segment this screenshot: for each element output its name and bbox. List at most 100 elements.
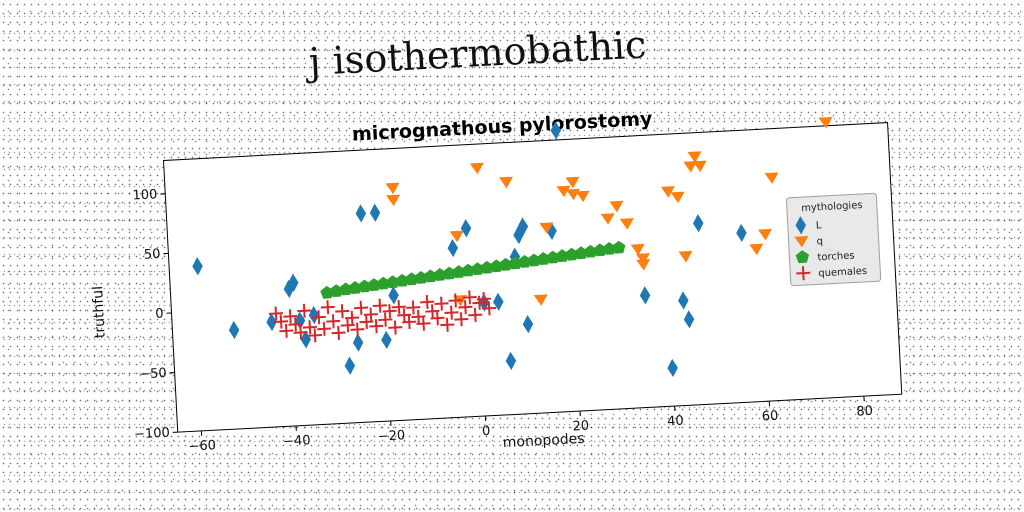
point-quemales — [378, 312, 393, 327]
point-quemales — [416, 316, 431, 331]
point-quemales-v — [425, 294, 429, 310]
point-quemales-v — [468, 290, 471, 305]
point-quemales-v — [459, 312, 463, 327]
point-quemales-v — [393, 320, 397, 335]
point-quemales-v — [322, 321, 326, 336]
point-quemales — [482, 301, 497, 316]
point-quemales — [388, 320, 403, 335]
point-quemales — [476, 291, 491, 307]
point-q — [749, 243, 764, 256]
point-quemales-v — [436, 311, 439, 326]
point-quemales-v — [407, 314, 411, 330]
point-quemales-v — [487, 301, 491, 316]
x-tick-label: −40 — [283, 433, 311, 449]
point-q — [609, 200, 624, 213]
legend-marker-torches — [795, 250, 810, 264]
point-torches — [348, 281, 362, 294]
point-L — [522, 315, 534, 334]
point-quemales-v — [478, 295, 481, 310]
point-q — [635, 253, 650, 265]
x-tick-label: 40 — [667, 414, 684, 430]
point-quemales-v — [365, 314, 368, 329]
point-q — [539, 222, 554, 234]
point-quemales-v — [374, 319, 378, 334]
point-q — [692, 160, 707, 173]
legend-label: quemales — [818, 266, 867, 280]
point-quemales — [411, 309, 426, 324]
point-torches — [433, 267, 447, 281]
point-torches — [612, 240, 626, 254]
point-quemales — [326, 314, 341, 329]
point-quemales — [350, 322, 365, 337]
point-torches — [367, 278, 381, 292]
point-quemales-v — [288, 309, 292, 324]
legend-box — [785, 192, 882, 287]
point-torches — [508, 256, 522, 270]
point-torches — [376, 276, 391, 290]
point-torches — [574, 246, 588, 260]
point-quemales — [302, 320, 317, 335]
point-quemales — [434, 296, 449, 311]
point-quemales-v — [454, 293, 457, 308]
point-quemales — [402, 314, 417, 330]
point-torches — [593, 243, 607, 257]
legend: mythologies Lq torches quemales — [785, 192, 882, 287]
point-quemales-v — [326, 300, 330, 315]
point-quemales — [331, 325, 346, 340]
x-tick-label: −20 — [377, 428, 405, 444]
point-quemales — [440, 317, 455, 332]
point-torches — [536, 252, 551, 265]
point-quemales-v — [337, 325, 340, 340]
point-L — [550, 121, 562, 140]
y-tick-label: −50 — [139, 366, 167, 382]
point-q — [565, 176, 580, 189]
x-tick-label: 60 — [761, 409, 778, 425]
point-q — [575, 190, 590, 203]
point-quemales — [397, 308, 412, 323]
point-quemales-v — [294, 317, 297, 332]
point-quemales — [372, 298, 387, 313]
point-L — [369, 203, 381, 222]
point-quemales-v — [378, 298, 382, 313]
point-quemales-v — [313, 328, 317, 343]
point-torches — [565, 247, 579, 261]
point-quemales — [288, 317, 303, 332]
point-quemales-v — [464, 300, 467, 315]
point-torches — [414, 270, 428, 284]
point-q — [660, 186, 675, 198]
point-quemales-v — [331, 314, 335, 329]
point-quemales-v — [350, 310, 354, 325]
point-quemales-v — [369, 307, 373, 322]
point-torches — [527, 253, 541, 267]
scatter-points — [192, 116, 835, 378]
point-quemales-v — [284, 323, 288, 338]
point-L — [283, 279, 295, 299]
y-axis-label: truthful — [90, 286, 109, 339]
point-torches — [357, 279, 372, 293]
point-quemales-v — [299, 325, 303, 340]
point-quemales — [307, 328, 323, 343]
point-torches — [452, 265, 466, 279]
x-tick-label: 20 — [572, 419, 589, 435]
point-quemales — [391, 300, 407, 315]
point-q — [670, 191, 685, 204]
point-quemales-v — [302, 303, 306, 318]
legend-label: L — [816, 220, 823, 231]
point-L — [192, 257, 203, 276]
point-quemales-v — [274, 306, 278, 321]
point-quemales-v — [397, 300, 401, 315]
point-L — [352, 333, 364, 352]
point-quemales-v — [279, 314, 283, 329]
point-torches — [517, 255, 532, 268]
point-q — [386, 194, 401, 207]
series-torches — [320, 240, 626, 299]
x-tick-label: −60 — [188, 438, 216, 454]
point-quemales-v — [359, 300, 363, 315]
point-quemales — [317, 321, 332, 336]
x-tick-label: 80 — [856, 404, 873, 420]
legend-marker-quemales — [796, 266, 811, 281]
point-L — [513, 225, 524, 245]
point-L — [678, 291, 689, 310]
point-torches — [461, 263, 475, 277]
point-quemales-v — [340, 304, 344, 319]
